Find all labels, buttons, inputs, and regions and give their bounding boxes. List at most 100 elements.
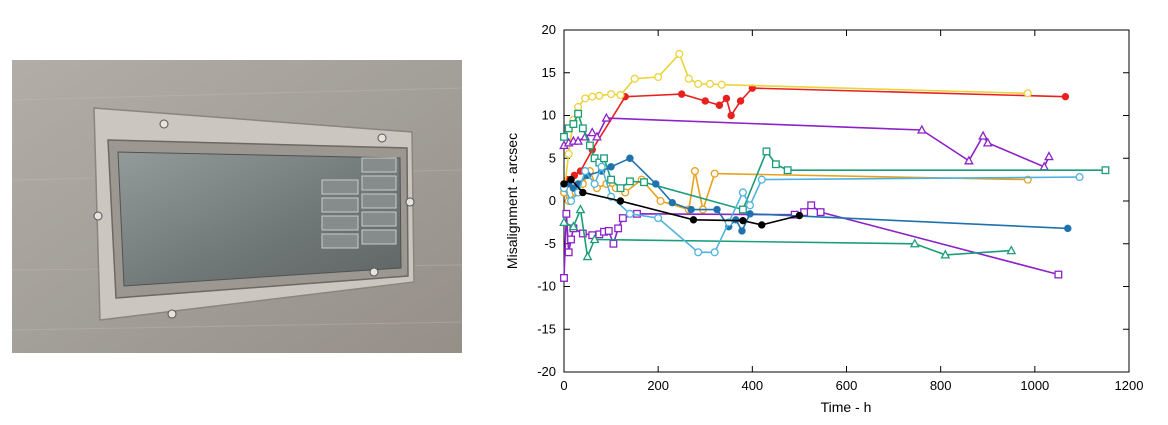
y-tick-label: -5 [544, 236, 556, 251]
data-point [626, 154, 634, 162]
data-point [616, 90, 625, 100]
data-point [656, 196, 665, 206]
data-point [739, 216, 747, 225]
data-point [604, 226, 613, 235]
data-point [585, 141, 594, 150]
glass-panel-photo [11, 60, 463, 353]
data-point [597, 162, 606, 171]
x-tick-label: 1000 [1020, 378, 1049, 393]
x-tick-label: 1200 [1115, 378, 1144, 393]
data-point [654, 214, 663, 223]
data-point [909, 238, 920, 248]
data-point [690, 167, 699, 176]
series-10 [560, 175, 804, 229]
photo-illustration [11, 60, 463, 353]
data-point [736, 97, 745, 105]
data-point [701, 97, 709, 105]
x-tick-label: 600 [836, 378, 858, 393]
data-point [562, 209, 571, 218]
data-point [630, 74, 639, 83]
data-point [614, 224, 623, 233]
data-point [675, 49, 684, 58]
data-point [574, 102, 583, 111]
data-point [746, 210, 754, 218]
data-point [625, 209, 634, 218]
series-4 [559, 112, 1054, 171]
data-point [816, 208, 825, 217]
x-tick-label: 0 [560, 378, 567, 393]
data-point [694, 79, 703, 88]
data-point [654, 72, 663, 82]
data-point [705, 79, 715, 88]
data-point [581, 167, 590, 176]
series-8 [560, 154, 1072, 235]
data-point [607, 163, 615, 171]
chart-svg: 0 200 400 600 800 1000 1200 -20 -15 -10 -5 0 5 10 15 2… [504, 22, 1144, 415]
data-point [694, 248, 703, 257]
data-point [710, 248, 719, 257]
data-point [564, 149, 573, 159]
data-point [564, 124, 573, 133]
data-point [687, 205, 695, 214]
data-point [568, 221, 579, 231]
y-tick-label: -20 [537, 364, 556, 379]
data-point [588, 92, 597, 101]
data-point [587, 127, 598, 137]
data-point [1054, 270, 1063, 279]
series-line [563, 52, 1028, 193]
data-point [757, 175, 766, 184]
series-line [563, 164, 1080, 254]
data-point [581, 94, 590, 103]
data-point [560, 132, 568, 141]
y-tick-label: 20 [542, 22, 556, 37]
data-point [684, 74, 693, 83]
y-axis-label: Misalignment - arcsec [504, 133, 520, 269]
plot-frame [563, 29, 1130, 373]
y-tick-label: -10 [537, 279, 556, 294]
data-point [745, 201, 755, 210]
data-point [564, 248, 573, 257]
data-point [618, 214, 627, 223]
data-point [807, 201, 816, 210]
data-point [575, 204, 586, 214]
data-point [738, 205, 747, 214]
data-point [573, 135, 584, 145]
data-point [567, 235, 576, 244]
data-point [738, 188, 747, 197]
data-point [940, 249, 951, 259]
x-tick-label: 800 [930, 378, 952, 393]
series-2 [559, 49, 1032, 197]
data-point [590, 154, 599, 163]
data-point [601, 112, 612, 122]
data-point [607, 90, 616, 99]
series-7 [559, 204, 1017, 261]
data-point [1006, 245, 1017, 255]
series-line [563, 111, 1106, 211]
data-point [578, 124, 587, 133]
data-point [592, 131, 602, 141]
data-point [1023, 89, 1032, 98]
data-point [652, 180, 660, 188]
data-point [582, 251, 593, 261]
y-tick-label: 10 [542, 108, 556, 123]
data-point [783, 166, 792, 175]
data-point [589, 234, 600, 244]
data-point [982, 137, 993, 147]
data-point [567, 196, 576, 206]
data-point [590, 179, 599, 188]
data-point [560, 180, 568, 188]
series-6 [560, 109, 1110, 214]
data-point [717, 80, 726, 89]
series-1 [560, 84, 1070, 188]
series-line [563, 157, 1068, 233]
data-point [1044, 151, 1054, 161]
data-point [1101, 166, 1110, 175]
data-point [795, 211, 804, 220]
data-point [916, 124, 927, 134]
series-3 [559, 167, 1032, 214]
data-point [616, 197, 625, 205]
series-9 [559, 162, 1084, 257]
data-point [722, 94, 731, 103]
data-point [710, 169, 719, 178]
data-point [574, 109, 583, 118]
